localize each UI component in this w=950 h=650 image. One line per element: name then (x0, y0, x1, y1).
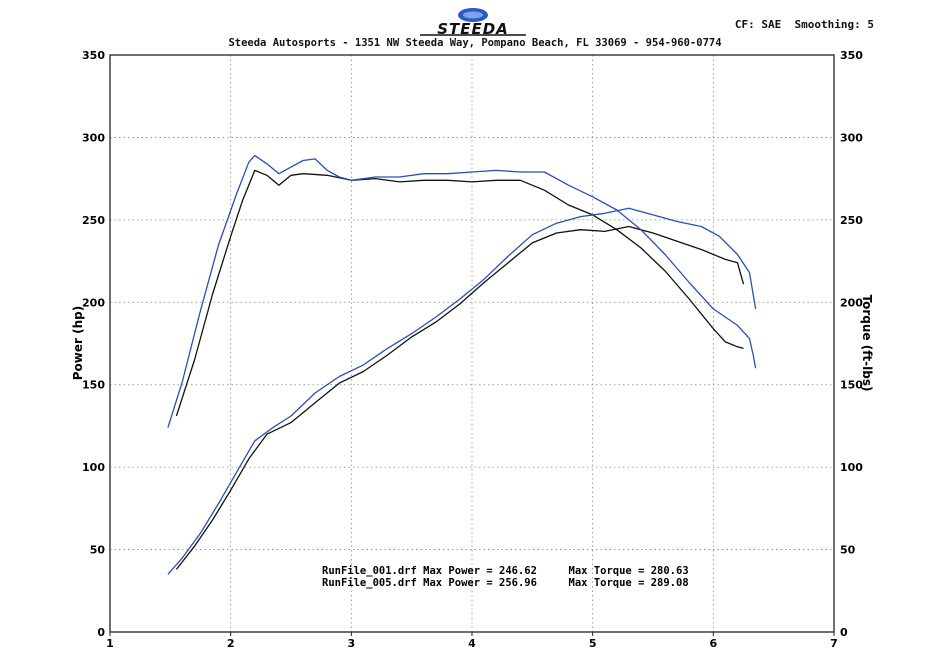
y2-tick-label: 150 (840, 379, 863, 392)
y-tick-label: 50 (90, 544, 106, 557)
x-tick-label: 7 (830, 637, 838, 650)
y2-tick-label: 100 (840, 461, 863, 474)
y-tick-label: 150 (82, 379, 105, 392)
y-tick-label: 0 (97, 626, 105, 639)
y2-axis-label: Torque (ft-lbs) (860, 295, 874, 392)
y-axis-label: Power (hp) (71, 306, 85, 380)
logo-emblem-icon (418, 8, 528, 36)
x-tick-label: 1 (106, 637, 114, 650)
annotation-run-005: RunFile_005.drf Max Power = 256.96 Max T… (322, 577, 689, 589)
y-tick-label: 300 (82, 131, 105, 144)
runfile-001-drf-power-line (175, 225, 745, 570)
grid-lines (110, 55, 834, 632)
logo-text: STEEDA (437, 20, 509, 38)
y-tick-label: 350 (82, 49, 105, 62)
runfile-001-drf-torque-line (175, 169, 744, 417)
steeda-logo: STEEDA (412, 4, 534, 44)
y-tick-label: 250 (82, 214, 105, 227)
annotation-run-001: RunFile_001.drf Max Power = 246.62 Max T… (322, 565, 689, 577)
y2-tick-label: 0 (840, 626, 848, 639)
series-lines (167, 154, 757, 575)
y2-tick-label: 250 (840, 214, 863, 227)
shop-address: Steeda Autosports - 1351 NW Steeda Way, … (228, 37, 722, 49)
x-tick-label: 3 (348, 637, 356, 650)
y2-tick-label: 200 (840, 296, 863, 309)
x-tick-label: 4 (468, 637, 476, 650)
x-tick-label: 5 (589, 637, 597, 650)
y2-tick-label: 350 (840, 49, 863, 62)
y2-tick-label: 300 (840, 131, 863, 144)
y-tick-label: 200 (82, 296, 105, 309)
y-tick-label: 100 (82, 461, 105, 474)
runfile-005-drf-power-line (167, 207, 757, 575)
correction-settings: CF: SAE Smoothing: 5 (734, 18, 874, 31)
x-tick-label: 6 (710, 637, 718, 650)
x-tick-label: 2 (227, 637, 235, 650)
runfile-005-drf-torque-line (167, 154, 757, 428)
y2-tick-label: 50 (840, 544, 856, 557)
axis-ticks: 1 2 3 4 5 6 7050100150200250300350050100150200… (82, 49, 863, 650)
